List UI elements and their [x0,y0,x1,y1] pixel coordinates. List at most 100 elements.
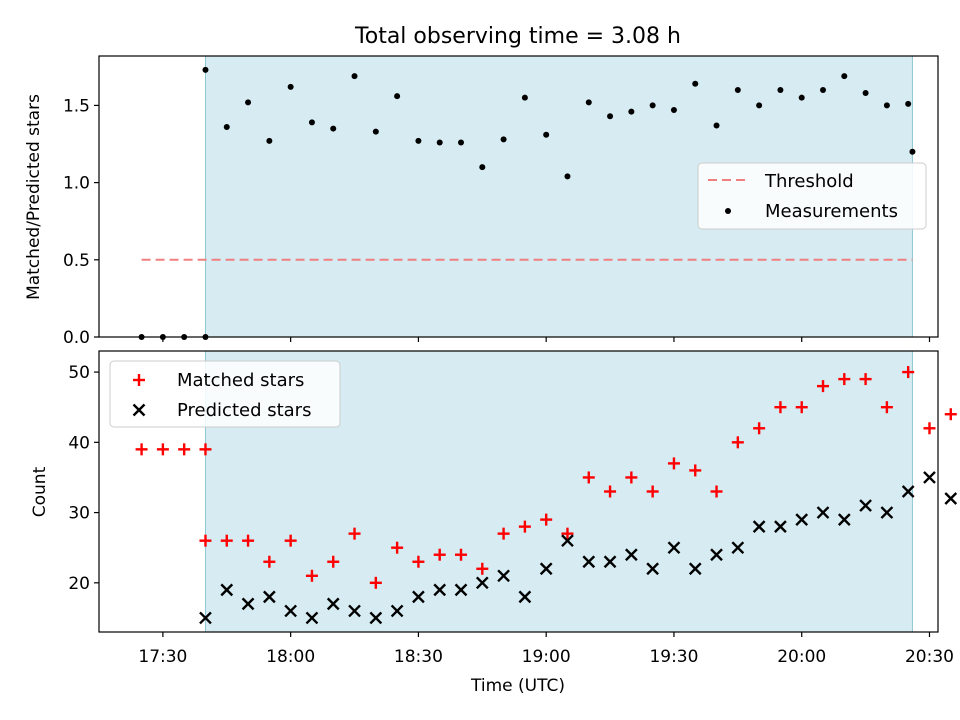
predicted-stars-points [199,471,958,625]
predicted-star-point [539,562,553,576]
predicted-star-point [475,576,489,590]
matched-star-point [753,422,766,435]
measurement-point [585,99,592,106]
predicted-star-point [625,548,638,562]
predicted-star-point [241,597,255,611]
predicted-star-point [412,590,425,604]
matched-star-point [859,373,872,386]
matched-star-point [795,401,808,414]
matched-star-point [455,548,468,561]
top-y-tick-label: 0.0 [63,328,90,348]
matched-star-point [710,485,723,498]
matched-star-point [305,569,318,582]
matched-star-point [369,576,382,589]
measurement-point [734,86,741,93]
matched-star-point [156,443,169,456]
matched-star-point [731,436,744,449]
measurement-point [628,108,635,115]
predicted-star-point [859,499,872,512]
bottom-x-tick-label: 20:30 [905,647,954,667]
measurement-point [330,125,337,132]
predicted-star-point [837,513,851,526]
legend-predicted-label: Predicted stars [177,400,311,421]
matched-star-point [199,534,212,547]
predicted-star-point [774,520,787,533]
top-y-tick-label: 1.5 [63,96,90,116]
matched-star-point [689,464,702,477]
bottom-legend-box [109,360,341,428]
predicted-star-point [944,492,958,505]
measurement-point [798,94,805,101]
bottom-x-tick-label: 18:30 [394,647,443,667]
bottom-x-tick-label: 20:00 [777,647,826,667]
top-y-tick-label: 0.5 [63,251,90,271]
predicted-star-point [710,548,723,562]
legend-threshold-label: Threshold [764,171,854,192]
x-axis-label: Time (UTC) [470,676,565,696]
measurement-point [436,139,443,146]
bottom-y-axis-label: Count [30,466,50,517]
predicted-star-point [752,520,766,533]
measurement-point [756,102,763,109]
matched-star-point [774,401,787,414]
bottom-axes-frame [98,350,939,633]
measurement-point [500,136,507,143]
legend-matched-marker [133,374,145,386]
bottom-y-ticks: 20 30 40 50 [68,363,99,594]
measurement-point [883,102,890,109]
legend-matched-label: Matched stars [177,370,304,391]
matched-star-point [433,548,446,561]
top-legend: Threshold Measurements [697,162,927,230]
bottom-x-ticks: 17:30 18:00 18:30 19:00 19:30 20:00 20:30 [138,632,954,667]
measurement-point [521,94,528,101]
matched-star-point [923,422,936,435]
matched-star-point [518,520,531,533]
top-y-axis-label: Matched/Predicted stars [24,94,44,300]
matched-star-point [348,527,361,540]
matched-star-point [412,555,425,568]
predicted-star-point [731,541,745,555]
chart-title: Total observing time = 3.08 h [354,24,681,49]
measurement-point [649,102,656,109]
matched-star-point [476,562,489,575]
top-legend-box [697,162,927,230]
predicted-star-point [284,604,297,618]
measurement-points [138,66,916,340]
matched-star-point [646,485,659,498]
measurement-point [713,122,720,129]
legend-predicted-marker [132,403,146,417]
predicted-star-point [220,583,234,597]
predicted-star-point [795,513,809,526]
matched-star-point [242,534,255,547]
bottom-y-tick-label: 20 [68,574,90,594]
predicted-star-point [880,506,894,519]
predicted-star-point [263,590,276,604]
measurement-point [479,164,486,171]
measurement-point [458,139,465,146]
matched-star-point [135,443,148,456]
predicted-star-point [433,583,447,597]
matched-star-point [902,366,915,379]
measurement-point [862,90,869,97]
matched-star-point [817,380,830,393]
matched-star-point [838,373,851,386]
measurement-point [670,107,677,114]
measurement-point [308,119,315,126]
matched-star-point [540,513,553,526]
top-y-ticks: 0.0 0.5 1.0 1.5 [63,96,99,348]
measurement-point [777,86,784,93]
matched-star-point [220,534,233,547]
predicted-star-point [603,555,617,569]
bottom-legend: Matched stars Predicted stars [109,360,341,428]
top-panel: 0.0 0.5 1.0 1.5 Matched/Predicted stars Thr… [24,55,939,348]
matched-star-point [497,527,510,540]
bottom-y-tick-label: 40 [68,433,90,453]
measurement-point [415,137,422,144]
measurement-point [266,137,273,144]
measurement-point [351,73,358,80]
predicted-star-point [369,611,383,625]
measurement-point [820,86,827,93]
matched-star-point [327,555,340,568]
predicted-star-point [199,611,212,625]
